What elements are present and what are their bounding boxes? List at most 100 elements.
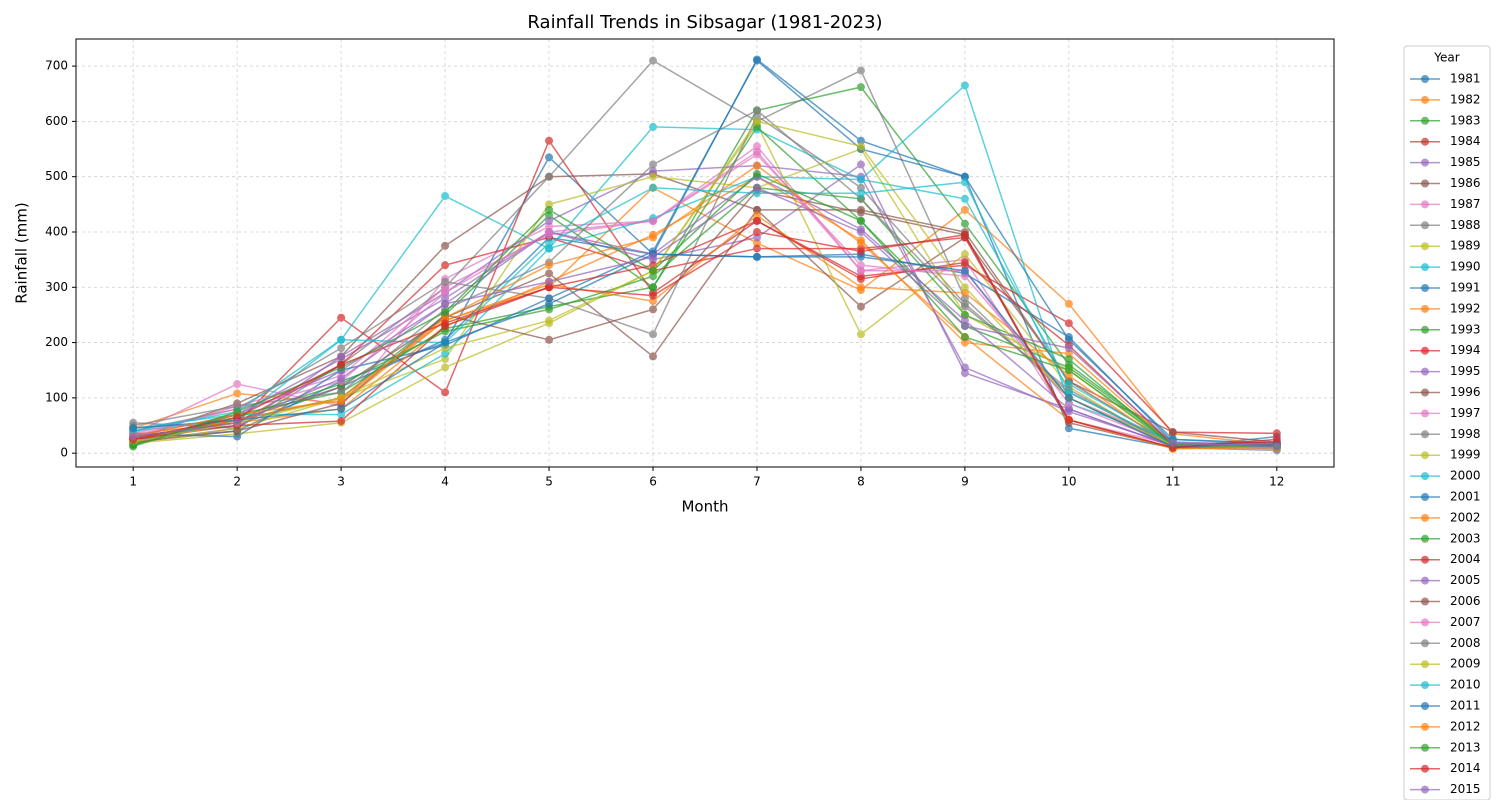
- data-point: [545, 205, 554, 214]
- data-point: [856, 160, 865, 169]
- legend-title: Year: [1433, 51, 1459, 65]
- data-point: [545, 316, 554, 325]
- data-point: [752, 189, 761, 198]
- data-point: [960, 321, 969, 330]
- legend-label: 2002: [1450, 510, 1481, 524]
- data-point: [545, 136, 554, 145]
- data-point: [1064, 371, 1073, 380]
- data-point: [649, 266, 658, 275]
- data-point: [856, 175, 865, 184]
- data-point: [649, 283, 658, 292]
- legend-entry: 2010: [1410, 678, 1481, 692]
- legend-entry: 2005: [1410, 573, 1481, 587]
- legend-entry: 2001: [1410, 490, 1481, 504]
- data-point: [337, 352, 346, 361]
- legend-entry: 1982: [1410, 92, 1481, 106]
- series-line: [132, 125, 1277, 449]
- data-point: [441, 308, 450, 317]
- data-point: [960, 266, 969, 275]
- x-tick-label: 10: [1061, 475, 1076, 489]
- legend-label: 2010: [1450, 678, 1481, 692]
- series-line: [133, 181, 1277, 448]
- data-point: [233, 427, 242, 436]
- legend-entry: 1993: [1410, 322, 1481, 336]
- legend-label: 1996: [1450, 385, 1481, 399]
- data-point: [1064, 355, 1073, 364]
- data-point: [441, 261, 450, 270]
- legend-label: 1988: [1450, 218, 1481, 232]
- legend-label: 2004: [1450, 552, 1481, 566]
- data-point: [856, 283, 865, 292]
- data-point: [1064, 344, 1073, 353]
- legend-entry: 1999: [1410, 448, 1481, 462]
- legend-entry: 1995: [1410, 364, 1481, 378]
- data-point: [752, 169, 761, 178]
- data-point: [752, 227, 761, 236]
- legend-label: 2001: [1450, 490, 1481, 504]
- legend-marker: [1421, 513, 1429, 522]
- data-point: [960, 333, 969, 342]
- legend-label: 1987: [1450, 197, 1481, 211]
- legend-marker: [1421, 451, 1429, 460]
- x-tick-label: 3: [337, 475, 345, 489]
- data-point: [545, 216, 554, 225]
- series-line: [133, 59, 1277, 444]
- y-tick-label: 400: [45, 224, 68, 238]
- data-point: [337, 360, 346, 369]
- data-point: [545, 283, 554, 292]
- legend-label: 1999: [1450, 448, 1481, 462]
- x-tick-label: 11: [1165, 475, 1180, 489]
- data-point: [129, 432, 138, 441]
- data-point: [960, 194, 969, 203]
- legend-marker: [1421, 221, 1429, 230]
- data-point: [752, 147, 761, 156]
- data-point: [856, 189, 865, 198]
- legend-marker: [1421, 263, 1429, 272]
- legend-marker: [1421, 304, 1429, 313]
- data-point: [441, 294, 450, 303]
- legend-entry: 2008: [1410, 636, 1481, 650]
- legend-entry: 2000: [1410, 469, 1481, 483]
- data-point: [545, 261, 554, 270]
- data-point: [337, 374, 346, 383]
- legend-marker: [1421, 639, 1429, 648]
- data-point: [960, 219, 969, 228]
- legend-label: 2011: [1450, 699, 1481, 713]
- data-point: [960, 338, 969, 347]
- x-tick-label: 9: [961, 475, 969, 489]
- data-point: [545, 244, 554, 253]
- data-point: [752, 239, 761, 248]
- legend-marker: [1421, 75, 1429, 83]
- legend-marker: [1421, 200, 1429, 209]
- data-point: [856, 252, 865, 261]
- chart-title: Rainfall Trends in Sibsagar (1981-2023): [527, 12, 882, 33]
- legend-entry: 1987: [1410, 197, 1481, 211]
- legend-label: 2005: [1450, 573, 1481, 587]
- data-point: [960, 363, 969, 372]
- series-line: [133, 189, 1277, 449]
- data-point: [856, 83, 865, 92]
- data-point: [233, 402, 242, 411]
- legend-label: 2013: [1450, 740, 1481, 754]
- legend-marker: [1421, 472, 1429, 481]
- data-point: [856, 208, 865, 217]
- legend-label: 1992: [1450, 301, 1481, 315]
- data-point: [337, 417, 346, 426]
- data-point: [1272, 435, 1281, 444]
- data-point: [649, 352, 658, 361]
- y-tick-label: 700: [45, 59, 68, 73]
- data-point: [856, 227, 865, 236]
- legend-label: 1981: [1450, 72, 1481, 86]
- data-point: [960, 368, 969, 377]
- legend-entry: 1997: [1410, 406, 1481, 420]
- legend-marker: [1421, 597, 1429, 606]
- legend-entry: 2011: [1410, 699, 1481, 713]
- data-point: [752, 211, 761, 220]
- data-point: [649, 297, 658, 306]
- data-point: [545, 305, 554, 314]
- series: [129, 250, 1281, 451]
- legend-entry: 1992: [1410, 301, 1481, 315]
- series-line: [133, 84, 1277, 446]
- data-point: [960, 230, 969, 239]
